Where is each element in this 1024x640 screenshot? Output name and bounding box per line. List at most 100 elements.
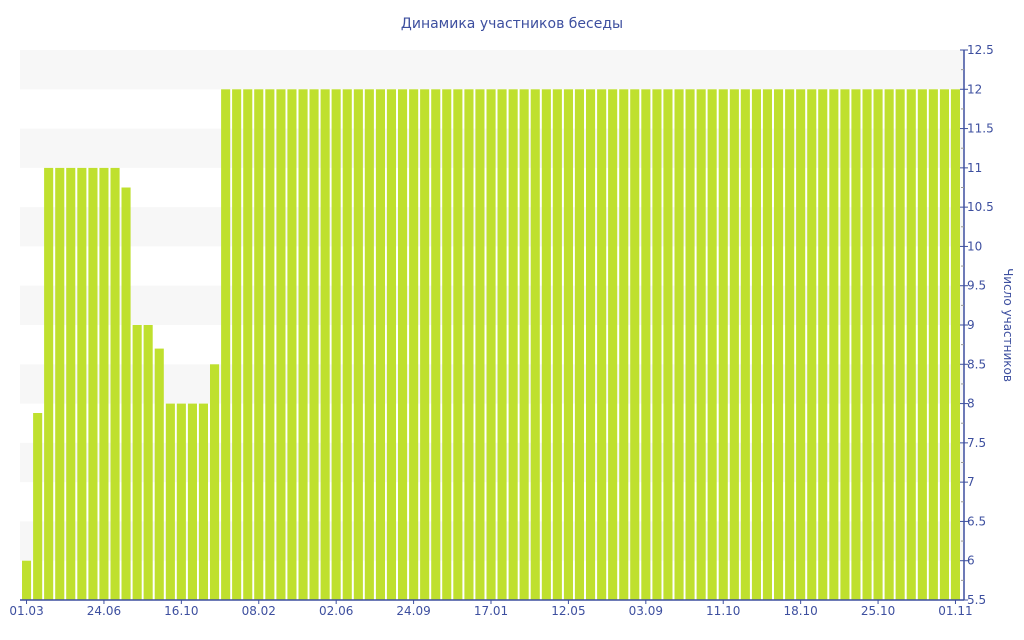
- bar: [276, 89, 286, 601]
- bar: [442, 89, 452, 601]
- y-tick-label: 9: [967, 318, 975, 332]
- bar: [851, 89, 861, 601]
- bar: [530, 89, 540, 601]
- bar: [409, 89, 419, 601]
- bar: [785, 89, 795, 601]
- bar: [331, 89, 341, 601]
- bar: [751, 89, 761, 601]
- y-tick-label: 9.5: [967, 279, 986, 293]
- bar: [619, 89, 629, 601]
- x-tick-label: 08.02: [242, 604, 276, 618]
- bar: [818, 89, 828, 601]
- y-tick-label: 11.5: [967, 122, 994, 136]
- bar: [541, 89, 551, 601]
- bar: [232, 89, 242, 601]
- bar: [464, 89, 474, 601]
- bar: [486, 89, 496, 601]
- bar: [928, 89, 938, 601]
- y-tick-label: 8.5: [967, 357, 986, 371]
- y-tick-label: 6: [967, 554, 975, 568]
- x-tick-label: 01.11: [938, 604, 972, 618]
- bar: [840, 89, 850, 601]
- bar: [829, 89, 839, 601]
- bar: [884, 89, 894, 601]
- grid-band: [20, 50, 964, 90]
- bar: [597, 89, 607, 601]
- bar: [608, 89, 618, 601]
- bar: [375, 89, 385, 601]
- bar: [774, 89, 784, 601]
- bar: [55, 167, 65, 600]
- y-tick-label: 12: [967, 82, 982, 96]
- bar: [718, 89, 728, 601]
- bar: [44, 167, 54, 600]
- y-tick-label: 6.5: [967, 514, 986, 528]
- bar: [674, 89, 684, 601]
- bar: [77, 167, 87, 600]
- bar: [287, 89, 297, 601]
- bar: [475, 89, 485, 601]
- bar: [176, 403, 186, 600]
- y-tick-label: 7.5: [967, 436, 986, 450]
- bar: [696, 89, 706, 601]
- bar: [641, 89, 651, 601]
- bar: [88, 167, 98, 600]
- bar: [187, 403, 197, 600]
- bar: [221, 89, 231, 601]
- bar: [729, 89, 739, 601]
- chart-title: Динамика участников беседы: [401, 16, 623, 32]
- bar: [740, 89, 750, 601]
- y-tick-label: 10.5: [967, 200, 994, 214]
- bar: [398, 89, 408, 601]
- x-tick-label: 11.10: [706, 604, 740, 618]
- x-tick-label: 03.09: [629, 604, 663, 618]
- bar: [497, 89, 507, 601]
- bar: [431, 89, 441, 601]
- bar: [320, 89, 330, 601]
- y-tick-label: 12.5: [967, 43, 994, 57]
- x-tick-label: 25.10: [861, 604, 895, 618]
- bar: [796, 89, 806, 601]
- bar: [143, 325, 153, 600]
- bar: [420, 89, 430, 601]
- bar: [121, 187, 131, 600]
- bar: [309, 89, 319, 601]
- bar: [198, 403, 208, 600]
- bar: [165, 403, 175, 600]
- bar: [386, 89, 396, 601]
- bar: [508, 89, 518, 601]
- x-tick-label: 12.05: [551, 604, 585, 618]
- bar: [243, 89, 253, 601]
- bar: [663, 89, 673, 601]
- bar: [254, 89, 264, 601]
- bar: [917, 89, 927, 601]
- bar: [342, 89, 352, 601]
- bar: [862, 89, 872, 601]
- x-tick-label: 16.10: [164, 604, 198, 618]
- x-tick-label: 02.06: [319, 604, 353, 618]
- bar: [265, 89, 275, 601]
- bar: [298, 89, 308, 601]
- x-tick-label: 24.06: [87, 604, 121, 618]
- bar: [154, 348, 164, 600]
- bar: [210, 364, 220, 600]
- bar: [453, 89, 463, 601]
- y-tick-label: 5.5: [967, 593, 986, 607]
- x-tick-label: 01.03: [9, 604, 43, 618]
- bar: [574, 89, 584, 601]
- bar: [906, 89, 916, 601]
- bar: [132, 325, 142, 600]
- bar: [563, 89, 573, 601]
- bar: [707, 89, 717, 601]
- y-axis-label: Число участников: [1001, 268, 1015, 382]
- bar: [873, 89, 883, 601]
- bar: [353, 89, 363, 601]
- bar: [762, 89, 772, 601]
- bar: [110, 167, 120, 600]
- x-tick-label: 24.09: [396, 604, 430, 618]
- bar: [66, 167, 76, 600]
- bar: [685, 89, 695, 601]
- bar: [630, 89, 640, 601]
- bar: [939, 89, 949, 601]
